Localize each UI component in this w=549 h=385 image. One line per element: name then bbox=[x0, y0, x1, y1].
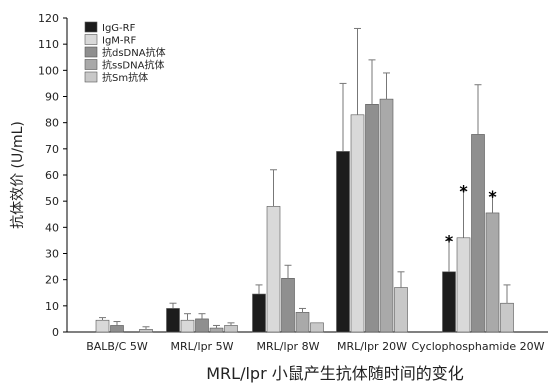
bar bbox=[195, 318, 209, 333]
legend-label: IgG-RF bbox=[102, 23, 136, 34]
y-tick-label: 100 bbox=[38, 64, 59, 77]
bar bbox=[471, 134, 485, 333]
y-tick-label: 40 bbox=[45, 221, 59, 234]
bar bbox=[336, 151, 350, 333]
y-tick-label: 70 bbox=[45, 143, 59, 156]
x-axis-label: MRL/lpr 小鼠产生抗体随时间的变化 bbox=[206, 364, 464, 383]
bar bbox=[310, 322, 324, 333]
y-tick-label: 90 bbox=[45, 91, 59, 104]
bar bbox=[500, 302, 514, 333]
bar bbox=[209, 327, 224, 333]
x-tick-label: BALB/C 5W bbox=[86, 340, 148, 353]
bar bbox=[365, 104, 379, 333]
bar bbox=[252, 293, 266, 333]
y-tick-label: 50 bbox=[45, 195, 59, 208]
bar bbox=[379, 98, 394, 333]
bar bbox=[295, 312, 310, 333]
bar bbox=[110, 325, 124, 333]
significance-marker: * bbox=[488, 187, 497, 206]
y-tick-label: 0 bbox=[52, 326, 59, 339]
y-tick-label: 120 bbox=[38, 12, 59, 25]
y-tick-label: 80 bbox=[45, 117, 59, 130]
bar bbox=[485, 212, 500, 333]
bar bbox=[442, 271, 456, 333]
bar bbox=[95, 319, 110, 333]
x-tick-label: MRL/lpr 8W bbox=[257, 340, 320, 353]
legend-swatch bbox=[84, 71, 98, 83]
bar bbox=[456, 237, 471, 333]
significance-marker: * bbox=[459, 182, 468, 201]
legend-label: 抗dsDNA抗体 bbox=[102, 46, 166, 59]
bar bbox=[180, 319, 195, 333]
y-axis-label: 抗体效价 (U/mL) bbox=[10, 121, 26, 229]
bar bbox=[394, 287, 408, 333]
legend-label: 抗Sm抗体 bbox=[102, 71, 148, 84]
legend-label: 抗ssDNA抗体 bbox=[102, 59, 164, 72]
y-tick-label: 60 bbox=[45, 169, 59, 182]
bar bbox=[266, 206, 281, 333]
bar bbox=[166, 308, 180, 333]
y-tick-label: 20 bbox=[45, 274, 59, 287]
legend-swatch bbox=[84, 21, 98, 33]
x-tick-label: MRL/lpr 5W bbox=[171, 340, 234, 353]
x-tick-label: MRL/lpr 20W bbox=[337, 340, 407, 353]
legend-swatch bbox=[84, 59, 98, 70]
bar bbox=[281, 278, 295, 333]
legend-swatch bbox=[84, 46, 98, 58]
significance-marker: * bbox=[445, 231, 454, 250]
y-tick-label: 30 bbox=[45, 248, 59, 261]
legend-swatch bbox=[84, 34, 98, 45]
y-tick-label: 110 bbox=[38, 38, 59, 51]
bar bbox=[139, 329, 153, 333]
bar bbox=[224, 325, 238, 333]
y-tick-label: 10 bbox=[45, 300, 59, 313]
legend-label: IgM-RF bbox=[102, 36, 136, 47]
bar bbox=[350, 114, 365, 333]
x-tick-label: Cyclophosphamide 20W bbox=[411, 340, 544, 353]
